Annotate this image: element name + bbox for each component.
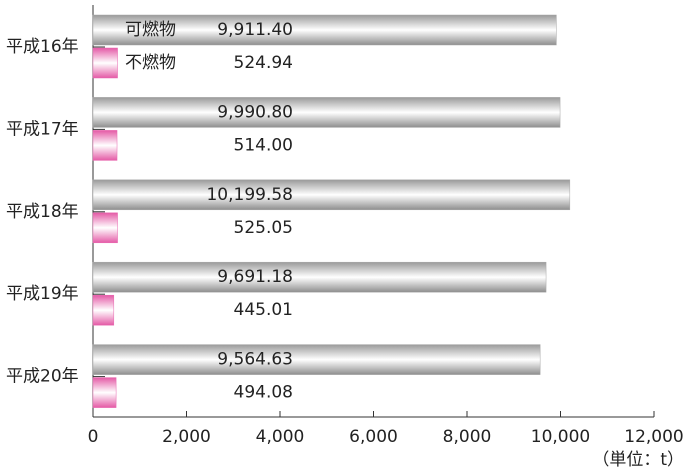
category-label: 平成18年 bbox=[6, 202, 79, 222]
legend-label: 不燃物 bbox=[125, 53, 176, 73]
category-label: 平成16年 bbox=[6, 37, 79, 57]
bar bbox=[92, 344, 541, 375]
category-label: 平成20年 bbox=[6, 367, 79, 387]
value-label: 514.00 bbox=[234, 135, 293, 155]
bar bbox=[92, 294, 115, 326]
unit-label: （単位：t） bbox=[592, 450, 684, 470]
category-label: 平成19年 bbox=[6, 284, 79, 304]
value-label: 9,990.80 bbox=[217, 102, 293, 122]
bar bbox=[92, 97, 561, 128]
bar bbox=[92, 261, 547, 293]
bar bbox=[92, 47, 118, 79]
value-label: 9,564.63 bbox=[217, 350, 293, 370]
x-tick-label: 2,000 bbox=[162, 427, 211, 447]
bar bbox=[92, 179, 571, 211]
x-tick-label: 8,000 bbox=[443, 427, 492, 447]
value-label: 9,911.40 bbox=[217, 20, 293, 40]
bar bbox=[92, 130, 118, 161]
x-tick-label: 12,000 bbox=[624, 427, 683, 447]
value-label: 525.05 bbox=[234, 218, 293, 238]
x-tick-label: 10,000 bbox=[531, 427, 590, 447]
value-label: 445.01 bbox=[234, 300, 293, 320]
legend-label: 可燃物 bbox=[125, 20, 176, 40]
bar bbox=[92, 14, 557, 46]
value-label: 9,691.18 bbox=[217, 267, 293, 287]
value-label: 10,199.58 bbox=[206, 185, 293, 205]
bar bbox=[92, 212, 118, 244]
value-label: 524.94 bbox=[234, 53, 293, 73]
x-tick-label: 6,000 bbox=[349, 427, 398, 447]
value-label: 494.08 bbox=[234, 383, 293, 403]
category-label: 平成17年 bbox=[6, 119, 79, 139]
x-tick-label: 4,000 bbox=[256, 427, 305, 447]
bar bbox=[92, 377, 117, 408]
x-tick-label: 0 bbox=[88, 427, 99, 447]
